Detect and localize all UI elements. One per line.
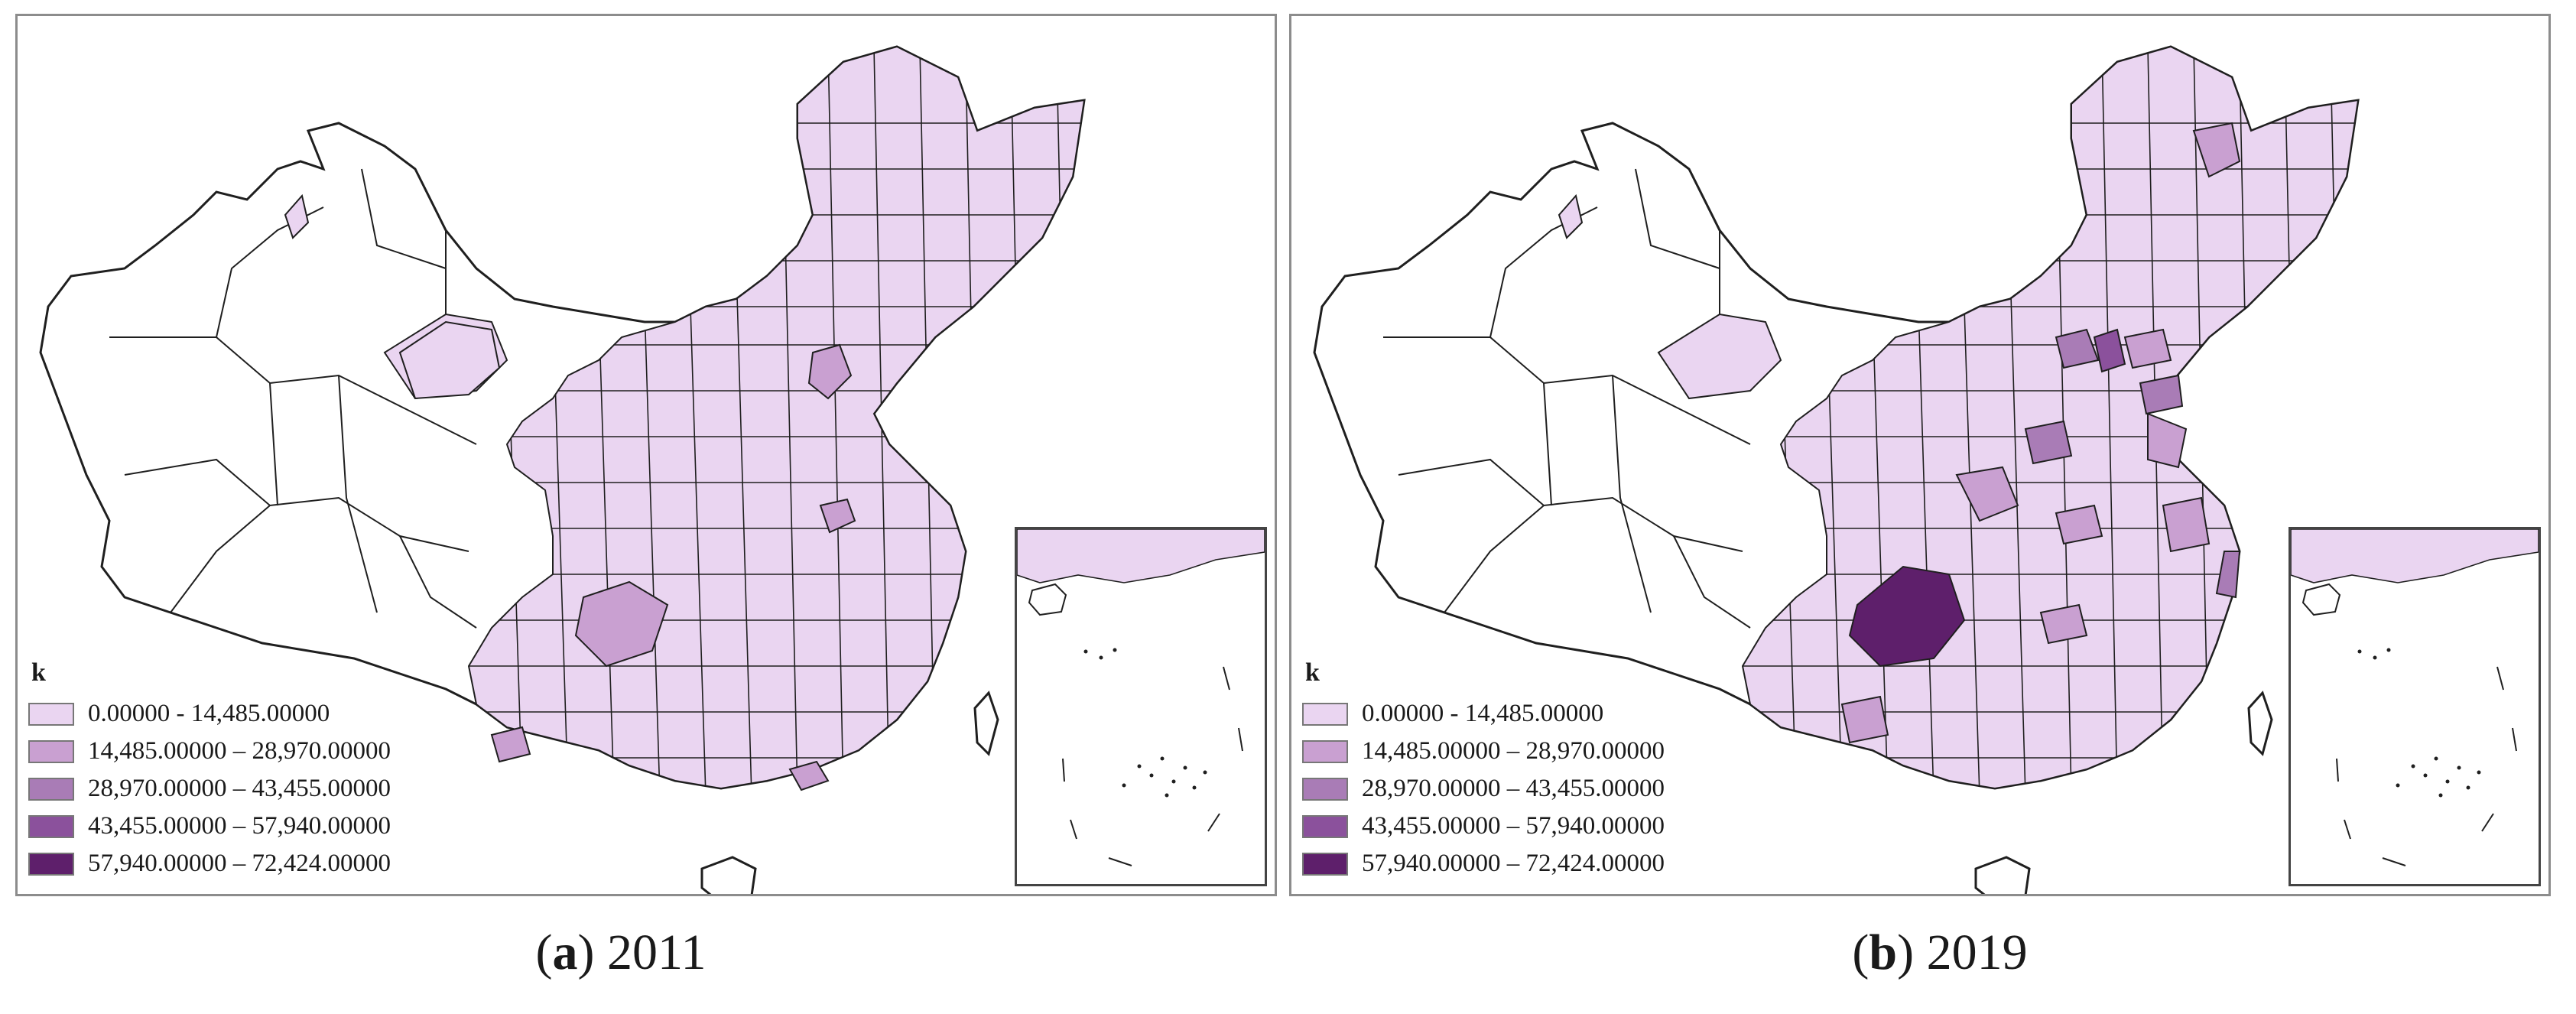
nine-dash-lines [2336,666,2517,866]
caption-letter: a [552,925,578,980]
legend-label: 14,485.00000 – 28,970.00000 [1362,737,1665,765]
nine-dash-lines [1062,666,1243,866]
legend-row: 57,940.00000 – 72,424.00000 [1302,845,1665,882]
hainan-island [1974,856,2031,894]
taiwan-island [973,691,999,756]
taiwan-island [2247,691,2273,756]
colored-prefectures [1558,45,2360,790]
legend-row: 57,940.00000 – 72,424.00000 [28,845,391,882]
legend: k 0.00000 - 14,485.00000 14,485.00000 – … [1302,658,1665,882]
legend-label: 28,970.00000 – 43,455.00000 [88,775,391,802]
legend: k 0.00000 - 14,485.00000 14,485.00000 – … [28,658,391,882]
legend-label: 28,970.00000 – 43,455.00000 [1362,775,1665,802]
south-china-sea-inset [2289,527,2541,886]
legend-label: 14,485.00000 – 28,970.00000 [88,737,391,765]
legend-row: 0.00000 - 14,485.00000 [28,695,391,733]
legend-swatch [28,739,74,763]
legend-row: 28,970.00000 – 43,455.00000 [28,770,391,808]
legend-row: 43,455.00000 – 57,940.00000 [28,808,391,845]
legend-swatch [1302,814,1348,838]
colored-prefectures [284,45,1086,791]
legend-row: 0.00000 - 14,485.00000 [1302,695,1665,733]
inset-map [2291,529,2539,866]
caption-letter: b [1869,925,1898,980]
island-dots [2357,648,2481,798]
legend-swatch [28,852,74,876]
south-china-sea-inset [1015,527,1267,886]
map-panel-2011: k 0.00000 - 14,485.00000 14,485.00000 – … [15,14,1277,896]
caption-a: (a) 2011 [535,925,707,980]
legend-swatch [28,814,74,838]
legend-label: 43,455.00000 – 57,940.00000 [88,812,391,840]
legend-label: 0.00000 - 14,485.00000 [88,700,330,727]
caption-b: (b) 2019 [1852,925,2028,980]
china-choropleth-map-2019 [1313,45,2360,894]
legend-label: 0.00000 - 14,485.00000 [1362,700,1604,727]
map-panel-2019: k 0.00000 - 14,485.00000 14,485.00000 – … [1289,14,2551,896]
legend-title: k [31,658,46,687]
hainan-island [700,856,757,894]
caption-year: 2011 [606,925,707,980]
china-choropleth-map-2011 [39,45,1086,894]
caption-year: 2019 [1926,925,2028,980]
legend-label: 57,940.00000 – 72,424.00000 [88,850,391,877]
legend-row: 14,485.00000 – 28,970.00000 [28,733,391,770]
legend-label: 57,940.00000 – 72,424.00000 [1362,850,1665,877]
legend-title: k [1305,658,1320,687]
legend-row: 28,970.00000 – 43,455.00000 [1302,770,1665,808]
legend-row: 43,455.00000 – 57,940.00000 [1302,808,1665,845]
inset-map [1017,529,1265,866]
legend-swatch [28,702,74,726]
legend-swatch [1302,777,1348,801]
legend-label: 43,455.00000 – 57,940.00000 [1362,812,1665,840]
legend-swatch [1302,852,1348,876]
legend-row: 14,485.00000 – 28,970.00000 [1302,733,1665,770]
legend-swatch [28,777,74,801]
legend-swatch [1302,739,1348,763]
island-dots [1083,648,1207,798]
legend-swatch [1302,702,1348,726]
